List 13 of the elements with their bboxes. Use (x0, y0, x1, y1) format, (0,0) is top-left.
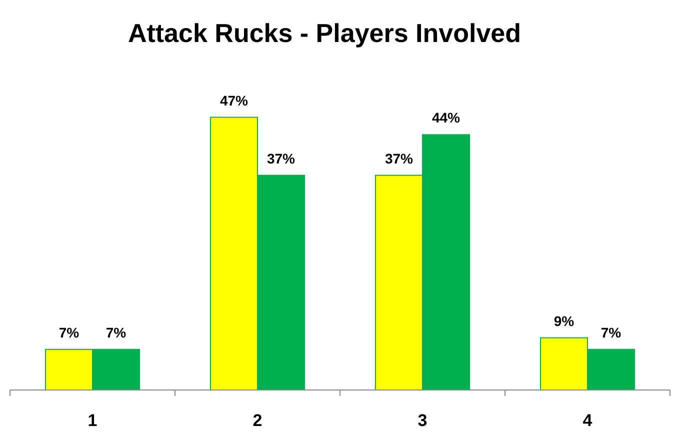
data-label: 7% (106, 324, 127, 340)
x-tick-label: 2 (252, 411, 262, 430)
data-label: 7% (58, 324, 80, 340)
chart-title: Attack Rucks - Players Involved (128, 18, 522, 48)
data-label: 7% (600, 324, 622, 340)
x-tick-label: 1 (88, 411, 98, 430)
x-tick-label: 3 (418, 411, 428, 430)
data-label: 37% (266, 150, 296, 166)
data-label: 37% (384, 150, 414, 166)
data-label: 9% (554, 312, 575, 329)
data-label: 47% (220, 92, 249, 108)
x-tick-label: 4 (582, 411, 593, 430)
data-label: 44% (432, 110, 461, 126)
